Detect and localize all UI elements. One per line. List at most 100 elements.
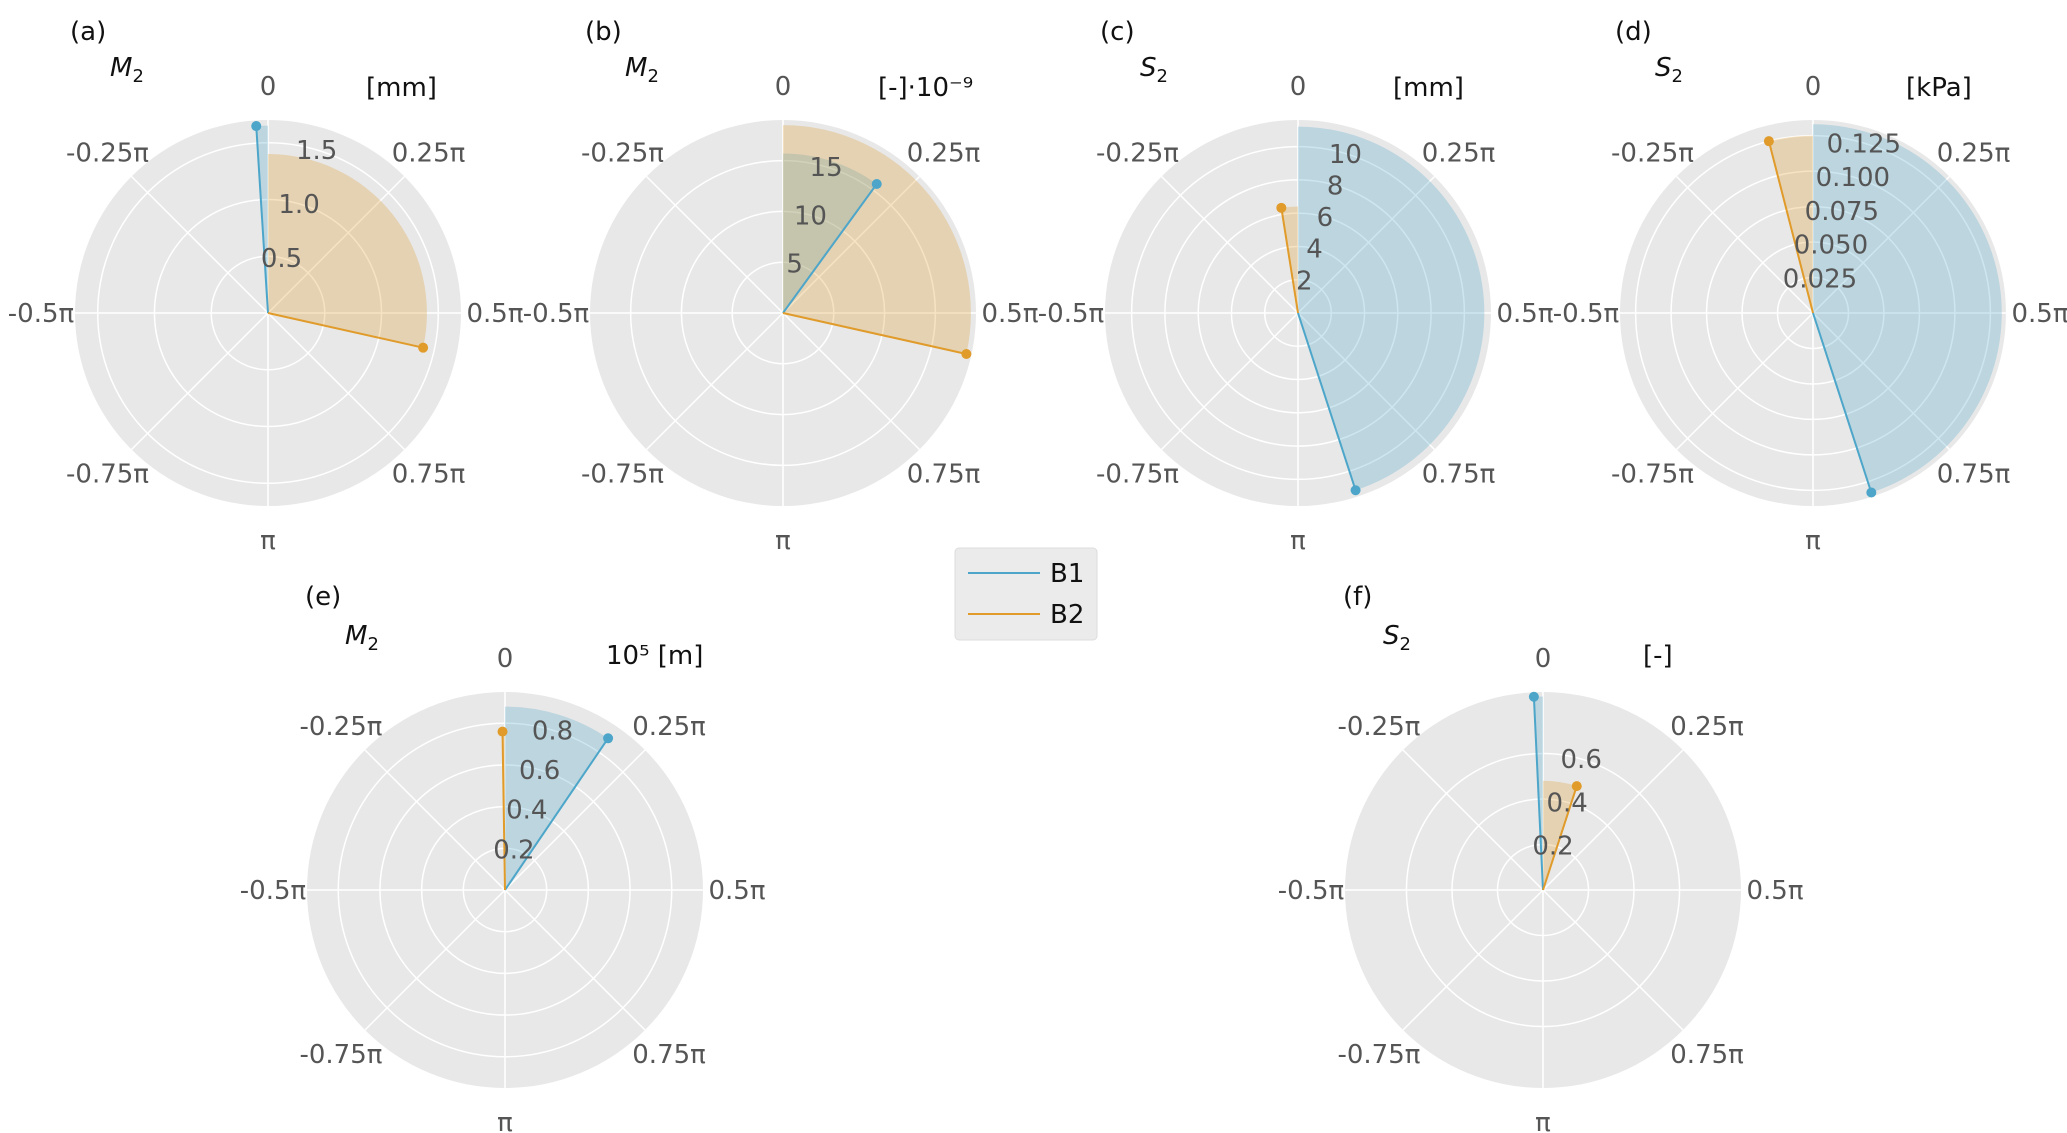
angular-grid-line: [1402, 889, 1544, 1031]
angular-grid-line: [1812, 175, 1951, 314]
variable-label: M2: [110, 53, 144, 87]
angular-grid-line: [645, 175, 784, 314]
polar-panel: 0.2 0.4 0.6 0.8 0 0.25π 0.5π 0.75π π -0.75π -0.5π -…: [240, 582, 766, 1133]
panel-label: (d): [1615, 17, 1652, 47]
variable-label: M2: [345, 621, 379, 655]
unit-label: [mm]: [1393, 73, 1464, 103]
angular-tick-label: -0.5π: [8, 299, 74, 329]
radial-tick-label: 0.2: [1532, 832, 1573, 862]
radial-tick-label: 6: [1317, 203, 1334, 233]
panel-label: (f): [1343, 582, 1372, 612]
radial-tick-label: 0.075: [1805, 197, 1879, 227]
angular-tick-label: -0.75π: [299, 1040, 382, 1070]
series-line-b2: [501, 731, 506, 891]
angular-grid-line: [364, 749, 506, 891]
angular-tick-label: -0.75π: [1337, 1040, 1420, 1070]
polar-panel: 0.5 1.0 1.5 0 0.25π 0.5π 0.75π π -0.75π -0.5π -0.2…: [8, 17, 524, 556]
angular-tick-label: 0: [1805, 72, 1822, 102]
variable-label: S2: [1655, 53, 1683, 87]
angular-grid-line: [782, 175, 921, 314]
radial-tick-label: 0.6: [1561, 745, 1602, 775]
angular-tick-label: -0.5π: [1038, 299, 1104, 329]
series-wedge-b2: [783, 125, 971, 354]
series-wedge-b1: [505, 706, 609, 890]
angular-tick-label: -0.75π: [1096, 460, 1179, 490]
series-line-b1: [1297, 312, 1357, 491]
radial-tick-label: 0.6: [519, 756, 560, 786]
radial-tick-label: 10: [794, 201, 827, 231]
angular-tick-label: -0.75π: [581, 460, 664, 490]
angular-tick-label: 0: [260, 72, 277, 102]
angular-tick-label: -0.25π: [66, 138, 149, 168]
series-point-b2: [1276, 202, 1287, 213]
radial-tick-label: 5: [786, 250, 803, 280]
angular-tick-label: 0.25π: [632, 712, 706, 742]
angular-grid-line: [1812, 312, 1951, 451]
angular-grid-line: [1675, 175, 1814, 314]
angular-grid-line: [1542, 889, 1684, 1031]
series-point-b1: [871, 178, 882, 189]
radial-tick-label: 0.025: [1783, 264, 1857, 294]
angular-grid-line: [1160, 312, 1299, 451]
angular-grid-line: [1160, 175, 1299, 314]
angular-tick-label: 0.75π: [392, 460, 466, 490]
panel-label: (a): [70, 17, 106, 47]
series-point-b2: [418, 342, 429, 353]
variable-label: S2: [1383, 621, 1411, 655]
series-line-b1: [255, 125, 269, 314]
angular-tick-label: 0.75π: [632, 1040, 706, 1070]
angular-tick-label: 0: [775, 72, 792, 102]
series-line-b1: [1812, 312, 1873, 493]
series-line-b1: [782, 183, 878, 314]
angular-tick-label: -0.25π: [1337, 712, 1420, 742]
angular-grid-line: [1675, 312, 1814, 451]
angular-tick-label: -0.5π: [1553, 299, 1619, 329]
polar-panel: 5 10 15 0 0.25π 0.5π 0.75π π -0.75π -0.5π -0.25π (b…: [523, 17, 1039, 556]
series-point-b2: [497, 726, 508, 737]
radial-tick-label: 0.125: [1827, 129, 1901, 159]
series-line-b2: [1542, 785, 1578, 891]
radial-tick-label: 0.4: [506, 796, 547, 826]
angular-tick-label: 0: [497, 644, 514, 674]
angular-tick-label: 0.5π: [1746, 876, 1803, 906]
radial-tick-label: 4: [1306, 235, 1323, 265]
angular-tick-label: -0.75π: [66, 460, 149, 490]
angular-tick-label: 0.75π: [1670, 1040, 1744, 1070]
angular-tick-label: 0.75π: [907, 460, 981, 490]
series-wedge-b1: [1298, 126, 1485, 491]
angular-tick-label: 0.75π: [1422, 460, 1496, 490]
series-wedge-b2: [268, 154, 427, 348]
series-point-b1: [1350, 485, 1361, 496]
angular-grid-line: [645, 312, 784, 451]
legend-frame: [954, 547, 1098, 641]
polar-panels: 0.51.01.500.25π0.5π0.75ππ-0.75π-0.5π-0.2…: [8, 17, 2067, 1133]
angular-grid-line: [504, 749, 646, 891]
variable-label: S2: [1140, 53, 1168, 87]
angular-grid-line: [782, 312, 921, 451]
series-line-b2: [1280, 207, 1299, 314]
radial-tick-label: 0.100: [1816, 163, 1890, 193]
angular-grid-line: [267, 312, 406, 451]
radial-tick-label: 15: [810, 153, 843, 183]
series-line-b1: [504, 737, 609, 891]
angular-tick-label: 0.5π: [1496, 299, 1553, 329]
series-point-b1: [603, 733, 614, 744]
unit-label: [-]·10⁻⁹: [878, 73, 973, 103]
angular-tick-label: 0.5π: [466, 299, 523, 329]
angular-tick-label: 0.5π: [981, 299, 1038, 329]
legend-label-b1: B1: [1050, 559, 1084, 589]
radial-tick-label: 0.4: [1546, 788, 1587, 818]
variable-label: M2: [625, 53, 659, 87]
radial-tick-label: 0.8: [532, 716, 573, 746]
series-wedge-b1: [1813, 124, 2002, 493]
panel-label: (b): [585, 17, 622, 47]
legend-label-b2: B2: [1050, 600, 1084, 630]
unit-label: [-]: [1643, 641, 1673, 671]
radial-tick-label: 1.0: [278, 190, 319, 220]
radial-tick-label: 2: [1296, 266, 1313, 296]
unit-label: 10⁵ [m]: [606, 641, 703, 671]
angular-grid-line: [130, 175, 269, 314]
